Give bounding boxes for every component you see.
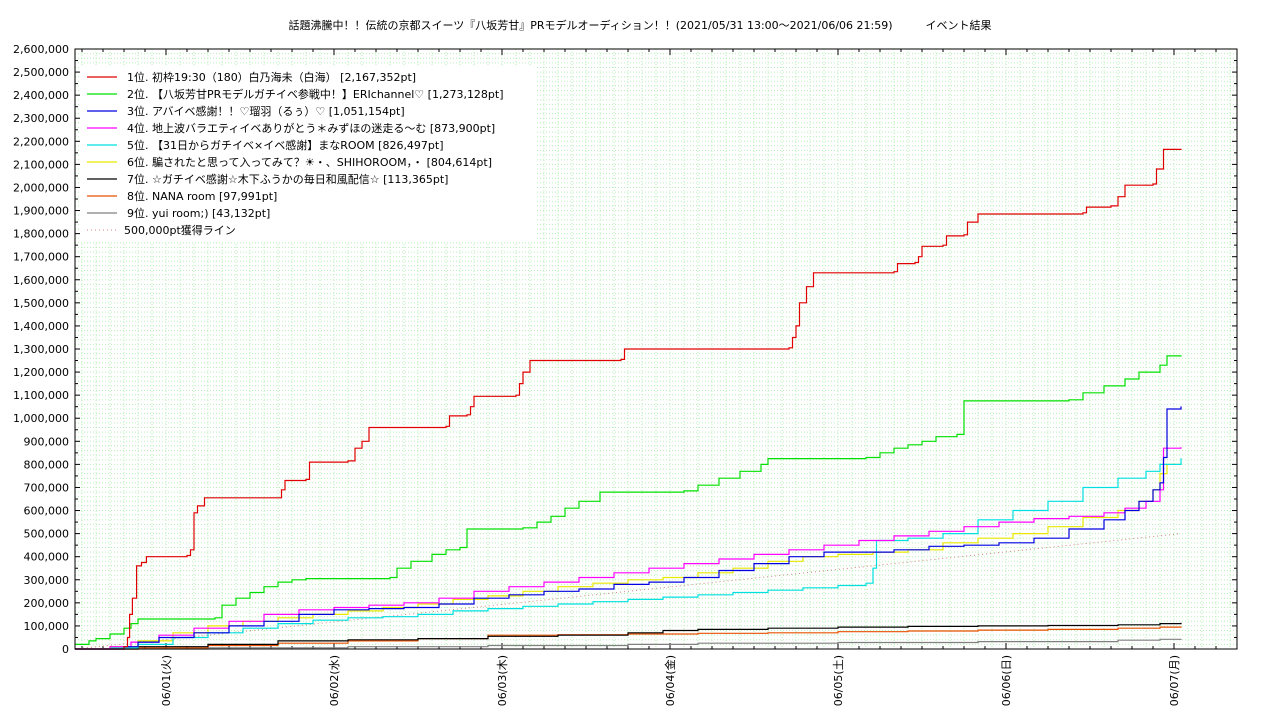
- y-tick-label: 100,000: [24, 620, 70, 633]
- series-lines: [74, 148, 1182, 650]
- chart-title: 話題沸騰中！！伝統の京都スイーツ『八坂芳甘』PRモデルオーディション！！(202…: [288, 19, 992, 32]
- y-tick-label: 2,300,000: [13, 112, 69, 125]
- x-tick-label: 06/01(火): [160, 655, 173, 706]
- legend-entry: 2位. 【八坂芳甘PRモデルガチイベ参戦中！】ERIchannel♡ [1,27…: [127, 87, 504, 101]
- legend-entry: 9位. yui room;) [43,132pt]: [127, 206, 270, 220]
- y-tick-label: 2,400,000: [13, 89, 69, 102]
- legend-entry: 6位. 騙されたと思って入ってみて？☀・、SHIHOROOM，・ [804,61…: [127, 155, 492, 169]
- y-tick-label: 600,000: [24, 505, 70, 518]
- y-tick-label: 700,000: [24, 481, 70, 494]
- series-line-5: [75, 458, 1182, 650]
- y-tick-label: 1,000,000: [13, 412, 69, 425]
- y-tick-label: 1,500,000: [13, 297, 69, 310]
- plot-frame: [74, 48, 1238, 650]
- x-tick-label: 06/07(月): [1168, 655, 1181, 706]
- legend-entry: 4位. 地上波バラエティイベありがとう＊みずほの迷走る〜む [873,900pt…: [127, 121, 495, 135]
- y-tick-label: 2,000,000: [13, 181, 69, 194]
- y-tick-label: 900,000: [24, 435, 70, 448]
- y-tick-label: 2,500,000: [13, 66, 69, 79]
- y-tick-label: 1,800,000: [13, 228, 69, 241]
- series-line-3: [75, 406, 1182, 650]
- y-tick-label: 1,100,000: [13, 389, 69, 402]
- x-tick-label: 06/02(水): [328, 655, 341, 706]
- y-tick-label: 300,000: [24, 574, 70, 587]
- legend-entry: 5位. 【31日からガチイベ×イベ感謝】まなROOM [826,497pt]: [127, 138, 444, 152]
- x-tick-label: 06/05(土): [832, 655, 845, 706]
- series-line-2: [75, 355, 1182, 646]
- y-tick-label: 400,000: [24, 551, 70, 564]
- y-tick-label: 1,900,000: [13, 205, 69, 218]
- y-tick-label: 1,600,000: [13, 274, 69, 287]
- y-tick-label: 1,700,000: [13, 251, 69, 264]
- y-tick-label: 2,200,000: [13, 135, 69, 148]
- series-line-7: [75, 622, 1182, 650]
- legend-entry: 500,000pt獲得ライン: [124, 224, 236, 237]
- legend: 1位. 初枠19:30（180）白乃海未（白海） [2,167,352pt] 2位…: [80, 66, 536, 242]
- y-tick-label: 500,000: [24, 528, 70, 541]
- series-line-4: [75, 447, 1182, 650]
- x-tick-label: 06/04(金): [663, 655, 677, 706]
- y-tick-label: 1,400,000: [13, 320, 69, 333]
- y-tick-label: 2,100,000: [13, 158, 69, 171]
- legend-entry: 8位. NANA room [97,991pt]: [127, 189, 277, 203]
- legend-entry: 7位. ☆ガチイベ感謝☆木下ふうかの毎日和風配信☆ [113,365pt]: [127, 172, 448, 186]
- legend-entry: 3位. アバイベ感謝！！♡瑠羽（るぅ）♡ [1,051,154pt]: [127, 104, 405, 118]
- y-tick-label: 200,000: [24, 597, 70, 610]
- series-line-1: [75, 148, 1182, 650]
- y-tick-label: 800,000: [24, 458, 70, 471]
- y-tick-label: 1,300,000: [13, 343, 69, 356]
- legend-entry: 1位. 初枠19:30（180）白乃海未（白海） [2,167,352pt]: [127, 70, 416, 84]
- y-axis: 0 100,000 200,000 300,000 400,000 500,000 600,…: [13, 43, 1237, 656]
- x-tick-label: 06/06(日): [1000, 655, 1013, 706]
- x-tick-label: 06/03(木): [496, 655, 509, 706]
- legend-box: [80, 66, 536, 242]
- y-tick-label: 1,200,000: [13, 366, 69, 379]
- y-tick-label: 2,600,000: [13, 43, 69, 56]
- reference-line: [74, 533, 1182, 650]
- y-tick-label: 0: [62, 643, 69, 656]
- series-line-9: [75, 638, 1182, 650]
